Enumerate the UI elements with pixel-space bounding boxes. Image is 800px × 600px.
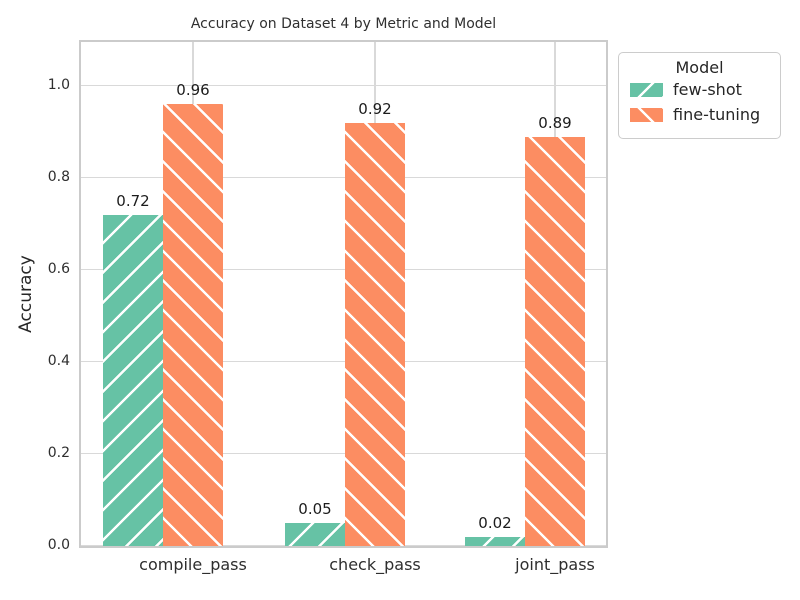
x-tick-label-compile_pass: compile_pass	[139, 555, 247, 574]
bar-fine-tuning-check_pass	[345, 122, 405, 546]
chart-title: Accuracy on Dataset 4 by Metric and Mode…	[190, 16, 497, 32]
bar-few-shot-joint_pass	[465, 536, 525, 546]
legend-entry-few-shot: few-shot	[619, 77, 780, 102]
bar-value-label: 0.05	[298, 500, 332, 518]
legend-entry-fine-tuning: fine-tuning	[619, 102, 780, 127]
y-tick-label: 0.2	[47, 445, 70, 461]
x-tick-label-joint_pass: joint_pass	[515, 555, 595, 574]
bar-value-label: 0.89	[538, 113, 572, 132]
gridline-horizontal	[81, 176, 606, 178]
bar-fine-tuning-compile_pass	[163, 104, 223, 546]
bar-value-label: 0.72	[116, 191, 150, 210]
gridline-horizontal	[81, 268, 606, 270]
legend-swatch-fine-tuning	[630, 107, 663, 122]
y-tick-label: 0.4	[47, 353, 70, 369]
legend-swatch-few-shot	[630, 82, 663, 97]
bar-few-shot-check_pass	[285, 523, 345, 546]
y-tick-label: 0.0	[47, 537, 70, 553]
y-tick-label: 0.8	[47, 169, 70, 185]
plot-area: 0.72 0.96 0.05 0.92 0.02 0.89	[79, 40, 608, 548]
y-tick-label: 1.0	[47, 77, 70, 93]
y-tick-label: 0.6	[47, 261, 70, 277]
gridline-horizontal	[81, 360, 606, 362]
bar-value-label: 0.02	[478, 513, 512, 532]
legend-label: few-shot	[673, 80, 742, 99]
bar-value-label: 0.96	[176, 81, 210, 100]
bar-few-shot-compile_pass	[103, 214, 163, 546]
y-axis-label: Accuracy	[16, 255, 36, 333]
gridline-horizontal	[81, 452, 606, 454]
legend: Model few-shot fine-tuning	[618, 52, 781, 139]
legend-entries: few-shot fine-tuning	[619, 77, 780, 127]
bar-value-label: 0.92	[358, 99, 392, 118]
legend-title: Model	[675, 58, 724, 77]
x-tick-label-check_pass: check_pass	[329, 555, 421, 574]
bar-fine-tuning-joint_pass	[525, 136, 585, 546]
legend-label: fine-tuning	[673, 105, 761, 124]
gridline-horizontal	[81, 84, 606, 86]
